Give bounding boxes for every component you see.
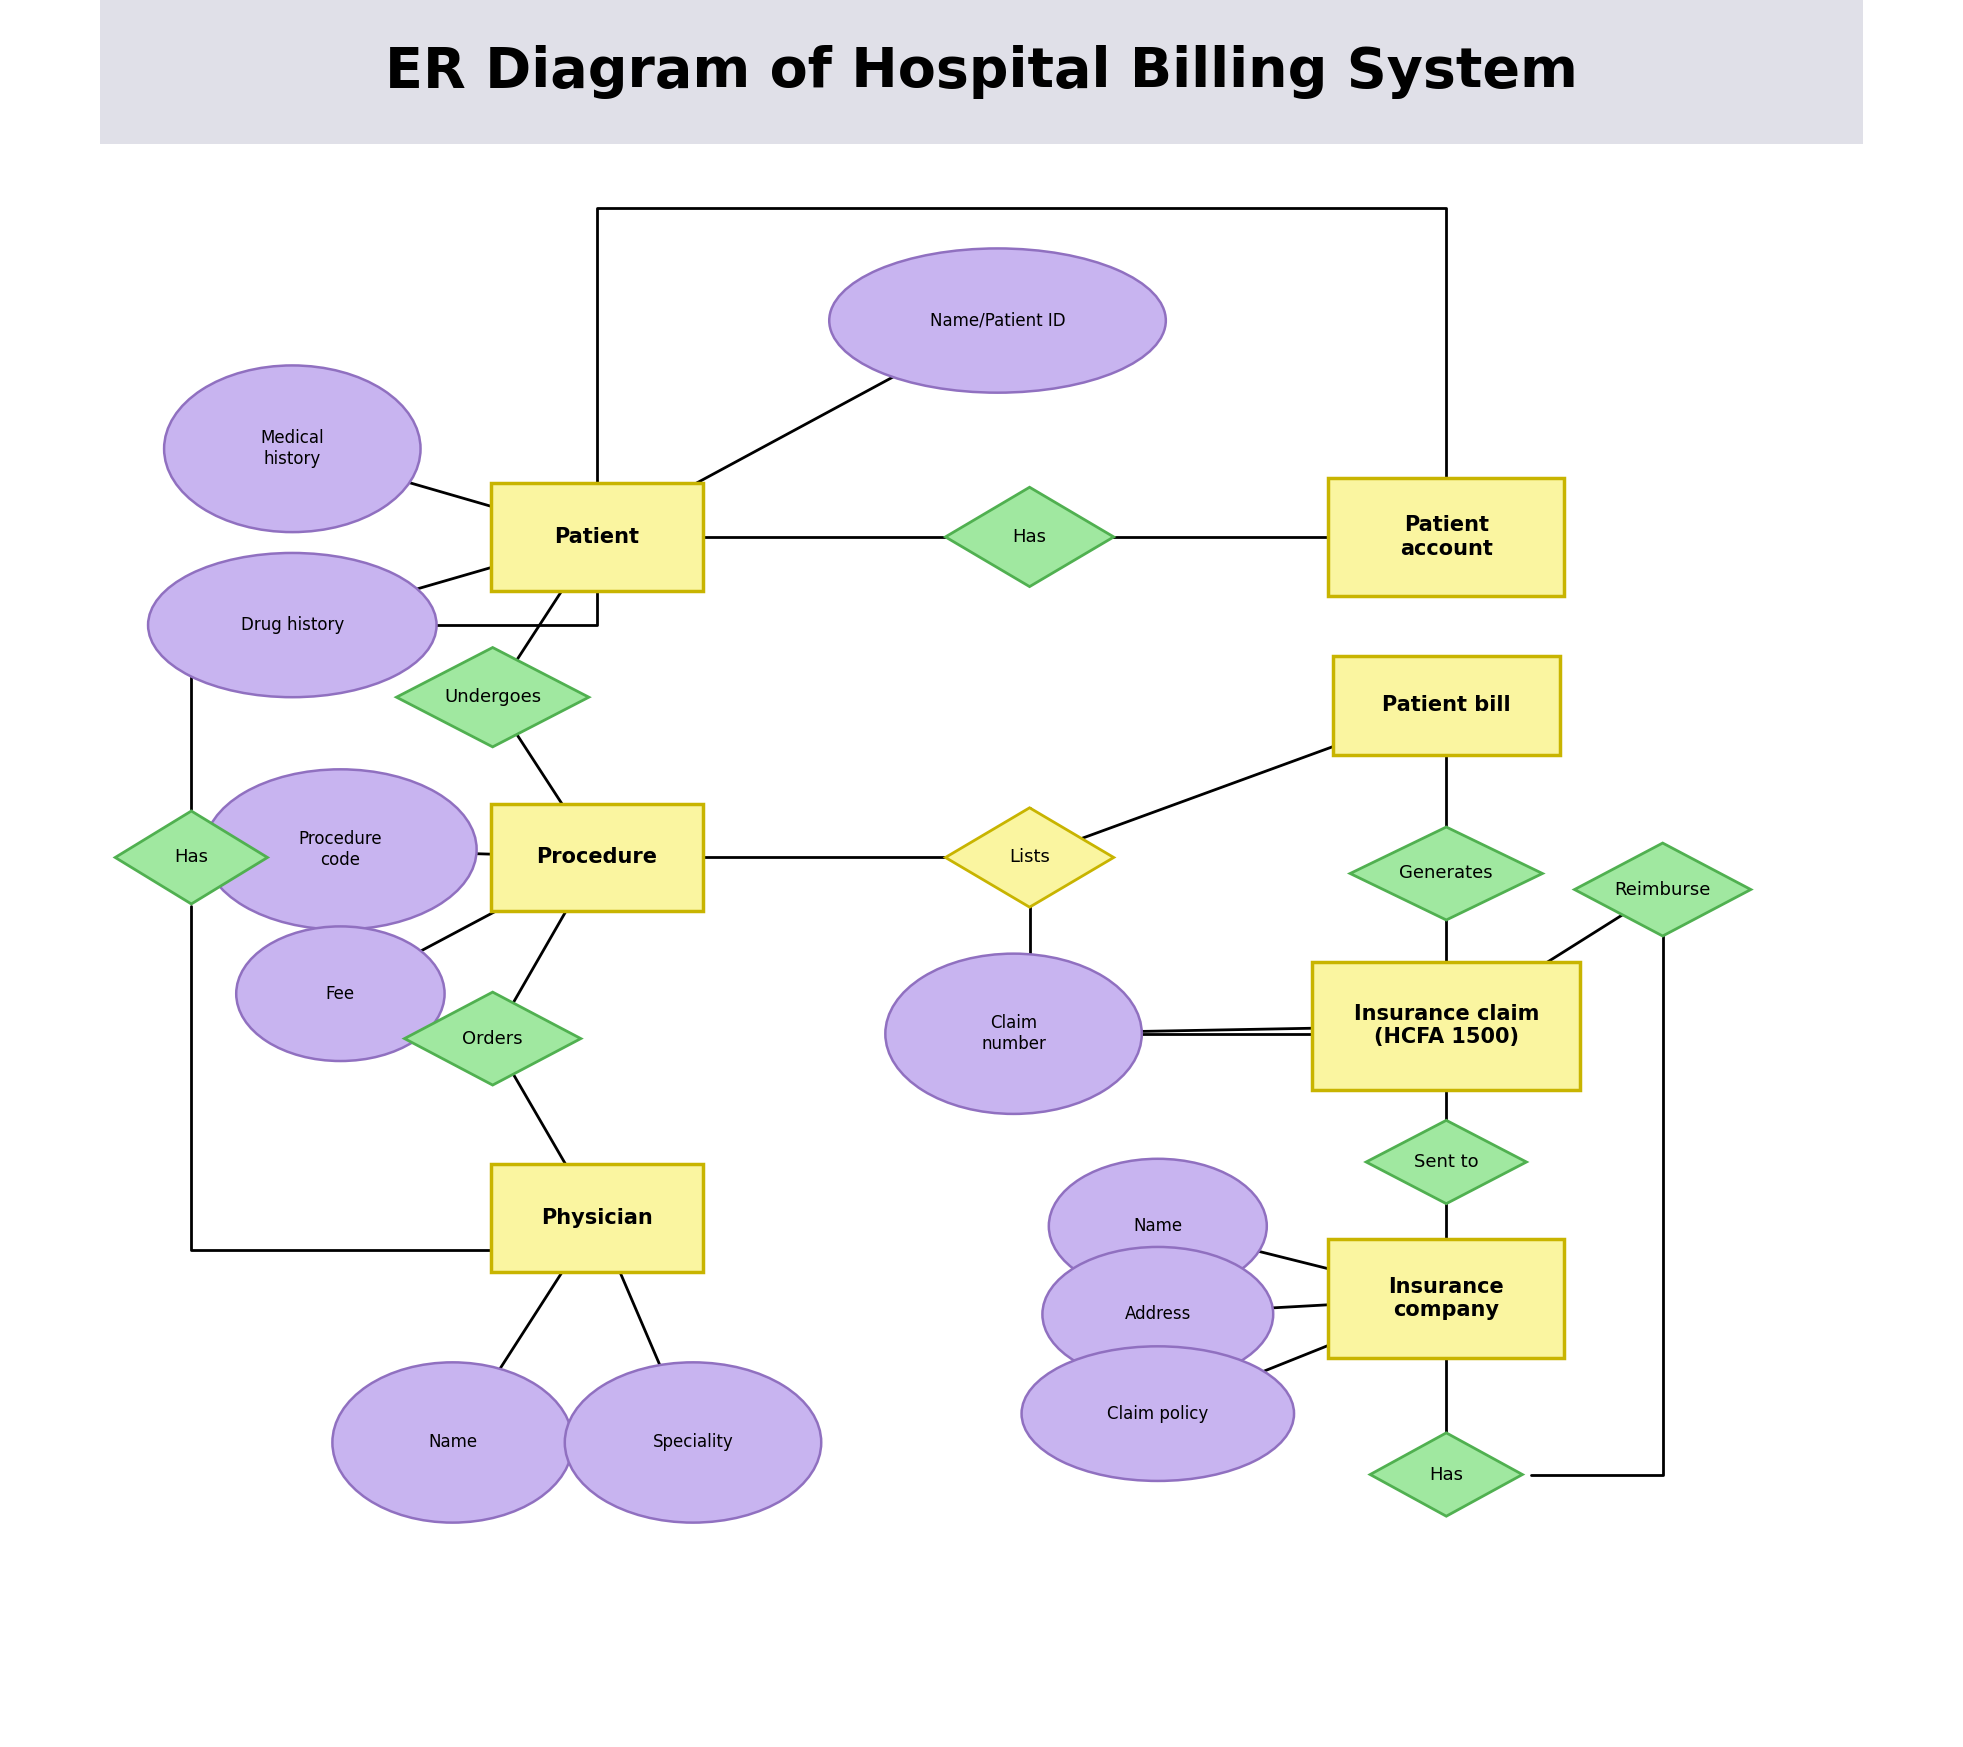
Ellipse shape — [565, 1363, 821, 1523]
Text: Name/Patient ID: Name/Patient ID — [930, 311, 1066, 330]
Polygon shape — [1366, 1120, 1527, 1204]
FancyBboxPatch shape — [1333, 655, 1561, 755]
Text: Lists: Lists — [1009, 849, 1050, 867]
Text: Claim
number: Claim number — [982, 1015, 1046, 1053]
Text: Has: Has — [1429, 1466, 1462, 1483]
FancyBboxPatch shape — [1313, 961, 1580, 1090]
Ellipse shape — [147, 554, 436, 697]
FancyBboxPatch shape — [1329, 477, 1565, 596]
Text: Reimburse: Reimburse — [1614, 880, 1712, 898]
Text: Fee: Fee — [326, 985, 355, 1003]
Text: Generates: Generates — [1400, 865, 1494, 882]
Polygon shape — [116, 811, 267, 903]
Polygon shape — [1351, 826, 1543, 921]
Text: Orders: Orders — [463, 1029, 522, 1048]
Polygon shape — [404, 992, 581, 1085]
Ellipse shape — [1048, 1158, 1266, 1293]
Ellipse shape — [332, 1363, 573, 1523]
FancyBboxPatch shape — [1329, 1239, 1565, 1357]
FancyBboxPatch shape — [100, 0, 1863, 145]
Text: Medical
history: Medical history — [261, 430, 324, 468]
Ellipse shape — [165, 365, 420, 533]
Text: Name: Name — [428, 1434, 477, 1452]
Ellipse shape — [1042, 1247, 1274, 1382]
Text: Patient: Patient — [554, 528, 640, 547]
Ellipse shape — [204, 769, 477, 929]
Text: Drug history: Drug history — [241, 617, 344, 634]
Polygon shape — [946, 487, 1113, 587]
Polygon shape — [397, 648, 589, 748]
Text: Claim policy: Claim policy — [1107, 1405, 1209, 1422]
Text: Physician: Physician — [542, 1209, 654, 1228]
Text: Procedure
code: Procedure code — [298, 830, 383, 868]
Ellipse shape — [1021, 1347, 1294, 1481]
Polygon shape — [946, 807, 1113, 907]
Text: Insurance
company: Insurance company — [1388, 1277, 1504, 1319]
Text: Undergoes: Undergoes — [444, 688, 542, 706]
Text: Address: Address — [1125, 1305, 1192, 1322]
Text: Sent to: Sent to — [1413, 1153, 1478, 1170]
Ellipse shape — [885, 954, 1142, 1115]
Text: Patient bill: Patient bill — [1382, 695, 1512, 715]
Text: Speciality: Speciality — [652, 1434, 734, 1452]
Ellipse shape — [236, 926, 444, 1060]
Text: Name: Name — [1133, 1218, 1182, 1235]
Polygon shape — [1370, 1433, 1523, 1516]
Text: Procedure: Procedure — [536, 847, 658, 868]
Polygon shape — [1574, 844, 1751, 936]
Text: Has: Has — [1013, 528, 1046, 545]
FancyBboxPatch shape — [491, 1165, 703, 1272]
FancyBboxPatch shape — [491, 484, 703, 590]
Text: Insurance claim
(HCFA 1500): Insurance claim (HCFA 1500) — [1354, 1005, 1539, 1048]
Text: ER Diagram of Hospital Billing System: ER Diagram of Hospital Billing System — [385, 45, 1578, 100]
Ellipse shape — [828, 248, 1166, 393]
Text: Has: Has — [175, 849, 208, 867]
Text: Patient
account: Patient account — [1400, 515, 1492, 559]
FancyBboxPatch shape — [491, 804, 703, 912]
